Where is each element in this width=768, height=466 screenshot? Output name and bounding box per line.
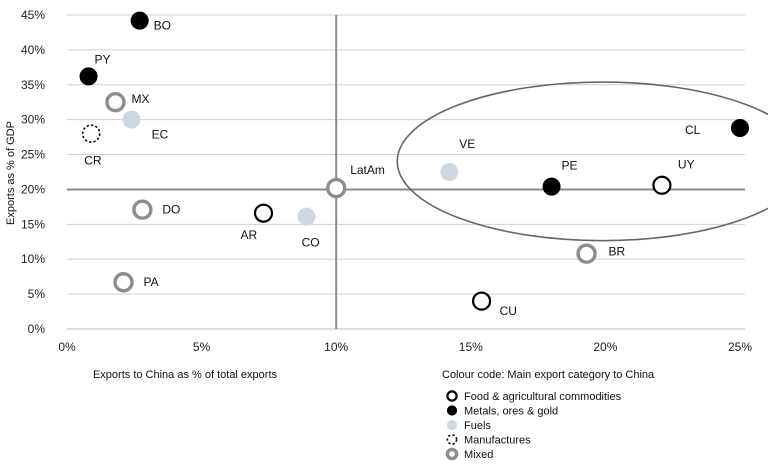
x-axis-label: Exports to China as % of total exports [93, 369, 278, 381]
data-point-bo [130, 11, 149, 30]
point-label-cl: CL [685, 123, 701, 137]
y-tick-label: 35% [21, 78, 45, 92]
x-tick-label: 25% [728, 340, 752, 354]
data-point-br [576, 243, 597, 264]
point-label-br: BR [609, 245, 626, 259]
legend-marker-metals [446, 405, 458, 416]
data-point-py [79, 67, 98, 86]
point-label-py: PY [95, 52, 111, 66]
legend-marker-mixed [445, 447, 459, 461]
y-tick-label: 45% [21, 8, 45, 22]
legend-label-metals: Metals, ores & gold [464, 406, 558, 418]
point-label-cu: CU [500, 304, 517, 318]
data-point-cu [471, 291, 492, 311]
x-tick-label: 5% [193, 340, 211, 354]
point-label-ec: EC [152, 128, 169, 142]
y-tick-label: 20% [21, 182, 45, 196]
legend-label-manufactures: Manufactures [464, 435, 531, 447]
data-points [79, 11, 749, 311]
data-point-pe [542, 177, 561, 196]
data-point-latam [326, 177, 347, 199]
data-point-co [297, 207, 316, 226]
x-tick-label: 0% [58, 340, 76, 354]
legend: Colour code: Main export category to Chi… [442, 369, 655, 461]
point-label-ar: AR [241, 228, 258, 242]
y-tick-label: 15% [21, 217, 45, 231]
legend-marker-fuels [446, 419, 458, 431]
y-tick-label: 5% [28, 287, 46, 301]
point-label-co: CO [302, 236, 320, 250]
point-label-uy: UY [678, 157, 695, 171]
legend-items: Food & agricultural commodities Metals, o… [445, 390, 622, 461]
data-point-uy [652, 175, 672, 195]
legend-marker-food [446, 390, 458, 402]
point-label-cr: CR [84, 154, 102, 168]
point-label-bo: BO [154, 19, 171, 33]
point-labels: BO PY MX EC CR DO AR CO LatAm PA VE PE UY CL BR CU [84, 19, 700, 319]
data-point-ec [122, 110, 141, 129]
legend-title: Colour code: Main export category to Chi… [442, 369, 655, 381]
point-label-ve: VE [459, 137, 475, 151]
x-tick-label: 10% [324, 340, 348, 354]
point-label-mx: MX [131, 92, 149, 106]
point-label-do: DO [162, 203, 180, 217]
y-tick-label: 10% [21, 252, 45, 266]
legend-label-food: Food & agricultural commodities [464, 391, 622, 403]
data-point-do [132, 199, 153, 220]
point-label-pa: PA [144, 275, 159, 289]
y-tick-label: 30% [21, 113, 45, 127]
x-tick-label: 20% [593, 340, 617, 354]
data-point-cl [731, 119, 749, 138]
highlight-ellipse [396, 81, 768, 242]
y-tick-label: 25% [21, 148, 45, 162]
y-axis-label: Exports as % of GDP [5, 121, 17, 225]
point-label-latam: LatAm [350, 163, 385, 177]
data-point-ve [440, 163, 459, 181]
y-tick-label: 0% [28, 322, 46, 336]
data-point-ar [253, 203, 274, 223]
axes: 0% 5% 10% 15% 20% 25% 30% 35% 40% 45% 0% 5% 10% 15% 20… [21, 8, 752, 354]
legend-label-mixed: Mixed [464, 449, 493, 461]
legend-marker-manufactures [446, 434, 458, 445]
data-point-mx [105, 92, 126, 113]
data-point-pa [113, 272, 134, 293]
legend-label-fuels: Fuels [464, 420, 491, 432]
y-tick-label: 40% [21, 43, 45, 57]
x-tick-label: 15% [459, 340, 483, 354]
gridlines [67, 14, 745, 295]
point-label-pe: PE [562, 159, 578, 173]
data-point-cr [81, 124, 101, 143]
reference-lines [67, 15, 745, 329]
